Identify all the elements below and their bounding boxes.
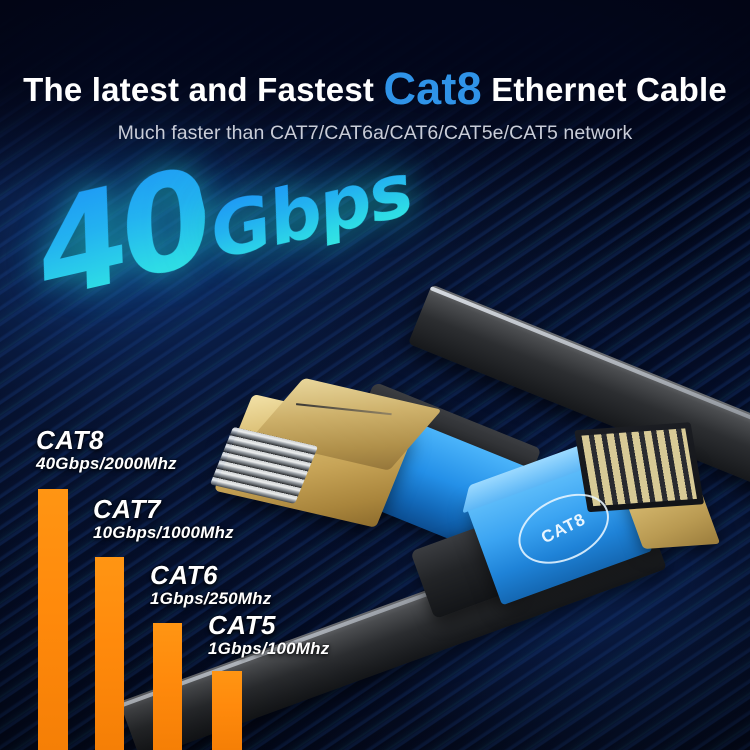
- label-category: CAT6: [150, 560, 218, 590]
- label-spec: 1Gbps/250Mhz: [150, 589, 272, 609]
- hero-speed-number: 40: [20, 140, 223, 330]
- bar-cat6: [153, 623, 182, 750]
- bar-cat8: [38, 489, 68, 750]
- label-category: CAT7: [93, 494, 161, 524]
- label-cat6: CAT6 1Gbps/250Mhz: [150, 560, 272, 610]
- label-spec: 10Gbps/1000Mhz: [93, 523, 234, 543]
- page-subtitle: Much faster than CAT7/CAT6a/CAT6/CAT5e/C…: [117, 122, 633, 144]
- label-spec: 40Gbps/2000Mhz: [36, 454, 177, 474]
- label-category: CAT8: [36, 425, 104, 455]
- page-title: The latest and Fastest Cat8 Ethernet Cab…: [0, 66, 750, 111]
- title-accent: Cat8: [383, 63, 482, 114]
- label-spec: 1Gbps/100Mhz: [208, 639, 330, 659]
- bar-cat5: [212, 671, 242, 750]
- label-cat5: CAT5 1Gbps/100Mhz: [208, 610, 330, 660]
- label-cat8: CAT8 40Gbps/2000Mhz: [36, 425, 177, 475]
- label-cat7: CAT7 10Gbps/1000Mhz: [93, 494, 234, 544]
- title-prefix: The latest and Fastest: [23, 71, 384, 108]
- title-suffix: Ethernet Cable: [481, 71, 727, 108]
- bar-cat7: [95, 557, 124, 750]
- label-category: CAT5: [208, 610, 276, 640]
